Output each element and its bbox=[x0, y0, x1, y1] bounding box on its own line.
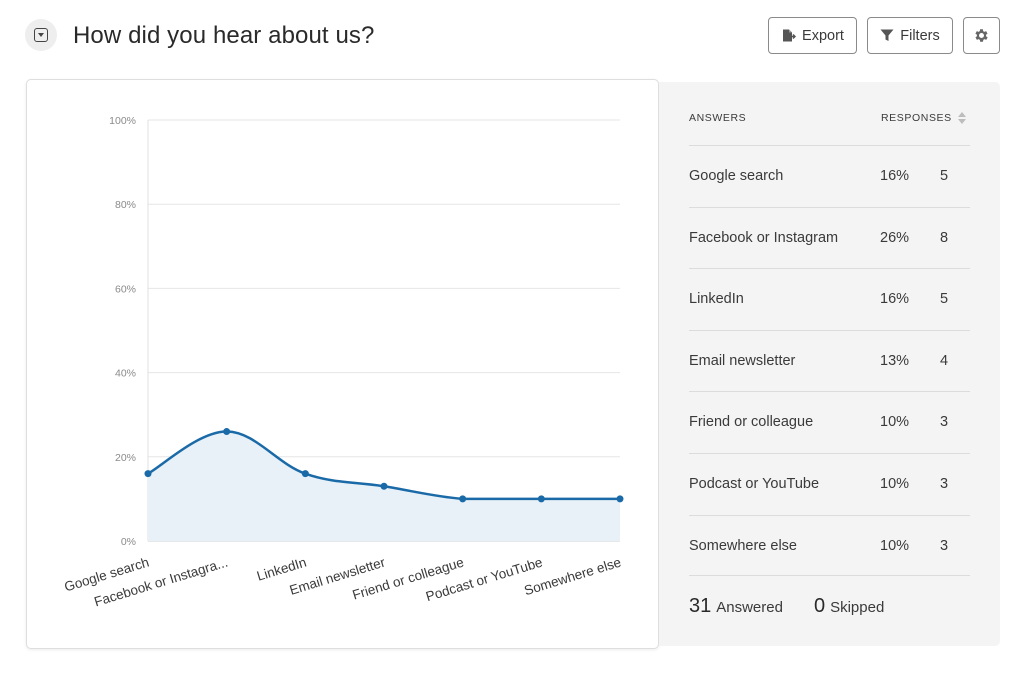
skipped-count: 0 bbox=[813, 595, 826, 617]
page-title: How did you hear about us? bbox=[73, 22, 375, 49]
answer-count: 8 bbox=[940, 229, 949, 246]
answer-percent: 16% bbox=[880, 291, 910, 308]
answer-percent: 26% bbox=[880, 229, 910, 246]
answer-count: 3 bbox=[940, 414, 949, 431]
answer-percent: 10% bbox=[880, 414, 910, 431]
responses-table: ANSWERS RESPONSES Google search 16% 5 Fa… bbox=[659, 82, 1000, 646]
y-tick-label: 20% bbox=[115, 452, 136, 464]
filters-label: Filters bbox=[900, 27, 940, 44]
answer-count: 3 bbox=[940, 537, 949, 554]
answer-count: 3 bbox=[940, 475, 949, 492]
skipped-label: Skipped bbox=[830, 599, 885, 616]
data-point bbox=[459, 495, 467, 503]
answer-count: 5 bbox=[940, 291, 949, 308]
answer-label: Podcast or YouTube bbox=[689, 475, 820, 492]
data-point bbox=[380, 482, 388, 490]
table-row: Podcast or YouTube 10% 3 bbox=[689, 452, 970, 515]
sort-icon[interactable] bbox=[957, 112, 966, 124]
data-point bbox=[223, 428, 231, 436]
filters-button[interactable]: Filters bbox=[867, 17, 953, 54]
data-point bbox=[616, 495, 624, 503]
settings-button[interactable] bbox=[963, 17, 1000, 54]
answer-count: 4 bbox=[940, 352, 949, 369]
data-point bbox=[144, 470, 152, 478]
y-tick-label: 100% bbox=[109, 115, 136, 127]
answer-percent: 16% bbox=[880, 168, 910, 184]
skipped-summary: 0 Skipped bbox=[814, 595, 884, 618]
data-point bbox=[301, 470, 309, 478]
y-tick-label: 40% bbox=[115, 368, 136, 380]
answered-label: Answered bbox=[716, 599, 783, 616]
table-row: Somewhere else 10% 3 bbox=[689, 514, 970, 577]
responses-column-header[interactable]: RESPONSES bbox=[881, 112, 966, 124]
answered-summary: 31 Answered bbox=[689, 595, 783, 618]
answers-column-header: ANSWERS bbox=[689, 112, 747, 124]
answer-label: Email newsletter bbox=[689, 352, 796, 369]
filter-icon bbox=[880, 29, 894, 41]
y-tick-label: 0% bbox=[121, 536, 136, 548]
table-row: Facebook or Instagram 26% 8 bbox=[689, 206, 970, 269]
answered-count: 31 bbox=[689, 595, 712, 617]
export-icon bbox=[783, 29, 797, 42]
answer-percent: 13% bbox=[880, 352, 910, 369]
line-chart: 0%20%40%60%80%100%Google searchFacebook … bbox=[63, 115, 624, 610]
table-row: Google search 16% 5 bbox=[689, 145, 970, 207]
answer-label: Friend or colleague bbox=[689, 414, 814, 431]
answer-percent: 10% bbox=[880, 475, 910, 492]
x-tick-label: Facebook or Instagra... bbox=[92, 555, 229, 610]
answer-count: 5 bbox=[940, 168, 949, 184]
answer-rows: Google search 16% 5 Facebook or Instagra… bbox=[689, 145, 970, 577]
export-button[interactable]: Export bbox=[768, 17, 857, 54]
y-tick-label: 60% bbox=[115, 283, 136, 295]
data-point bbox=[537, 495, 545, 503]
answer-label: Google search bbox=[689, 168, 784, 184]
question-header: How did you hear about us? Export Filter… bbox=[0, 0, 1024, 72]
collapse-toggle-icon[interactable] bbox=[25, 19, 57, 51]
response-summary: 31 Answered 0 Skipped bbox=[689, 595, 884, 618]
export-label: Export bbox=[802, 27, 844, 44]
answer-label: Somewhere else bbox=[689, 537, 797, 554]
gear-icon bbox=[975, 29, 988, 42]
table-row: Email newsletter 13% 4 bbox=[689, 329, 970, 392]
table-row: Friend or colleague 10% 3 bbox=[689, 391, 970, 453]
chart-card: 0% 20% 40% 60% 80% 100% Google search Facebook … bbox=[26, 79, 659, 649]
answer-label: LinkedIn bbox=[689, 291, 744, 308]
table-row: LinkedIn 16% 5 bbox=[689, 268, 970, 330]
answer-label: Facebook or Instagram bbox=[689, 229, 839, 246]
responses-column-label: RESPONSES bbox=[881, 112, 952, 124]
answer-percent: 10% bbox=[880, 537, 910, 554]
y-tick-label: 80% bbox=[115, 199, 136, 211]
